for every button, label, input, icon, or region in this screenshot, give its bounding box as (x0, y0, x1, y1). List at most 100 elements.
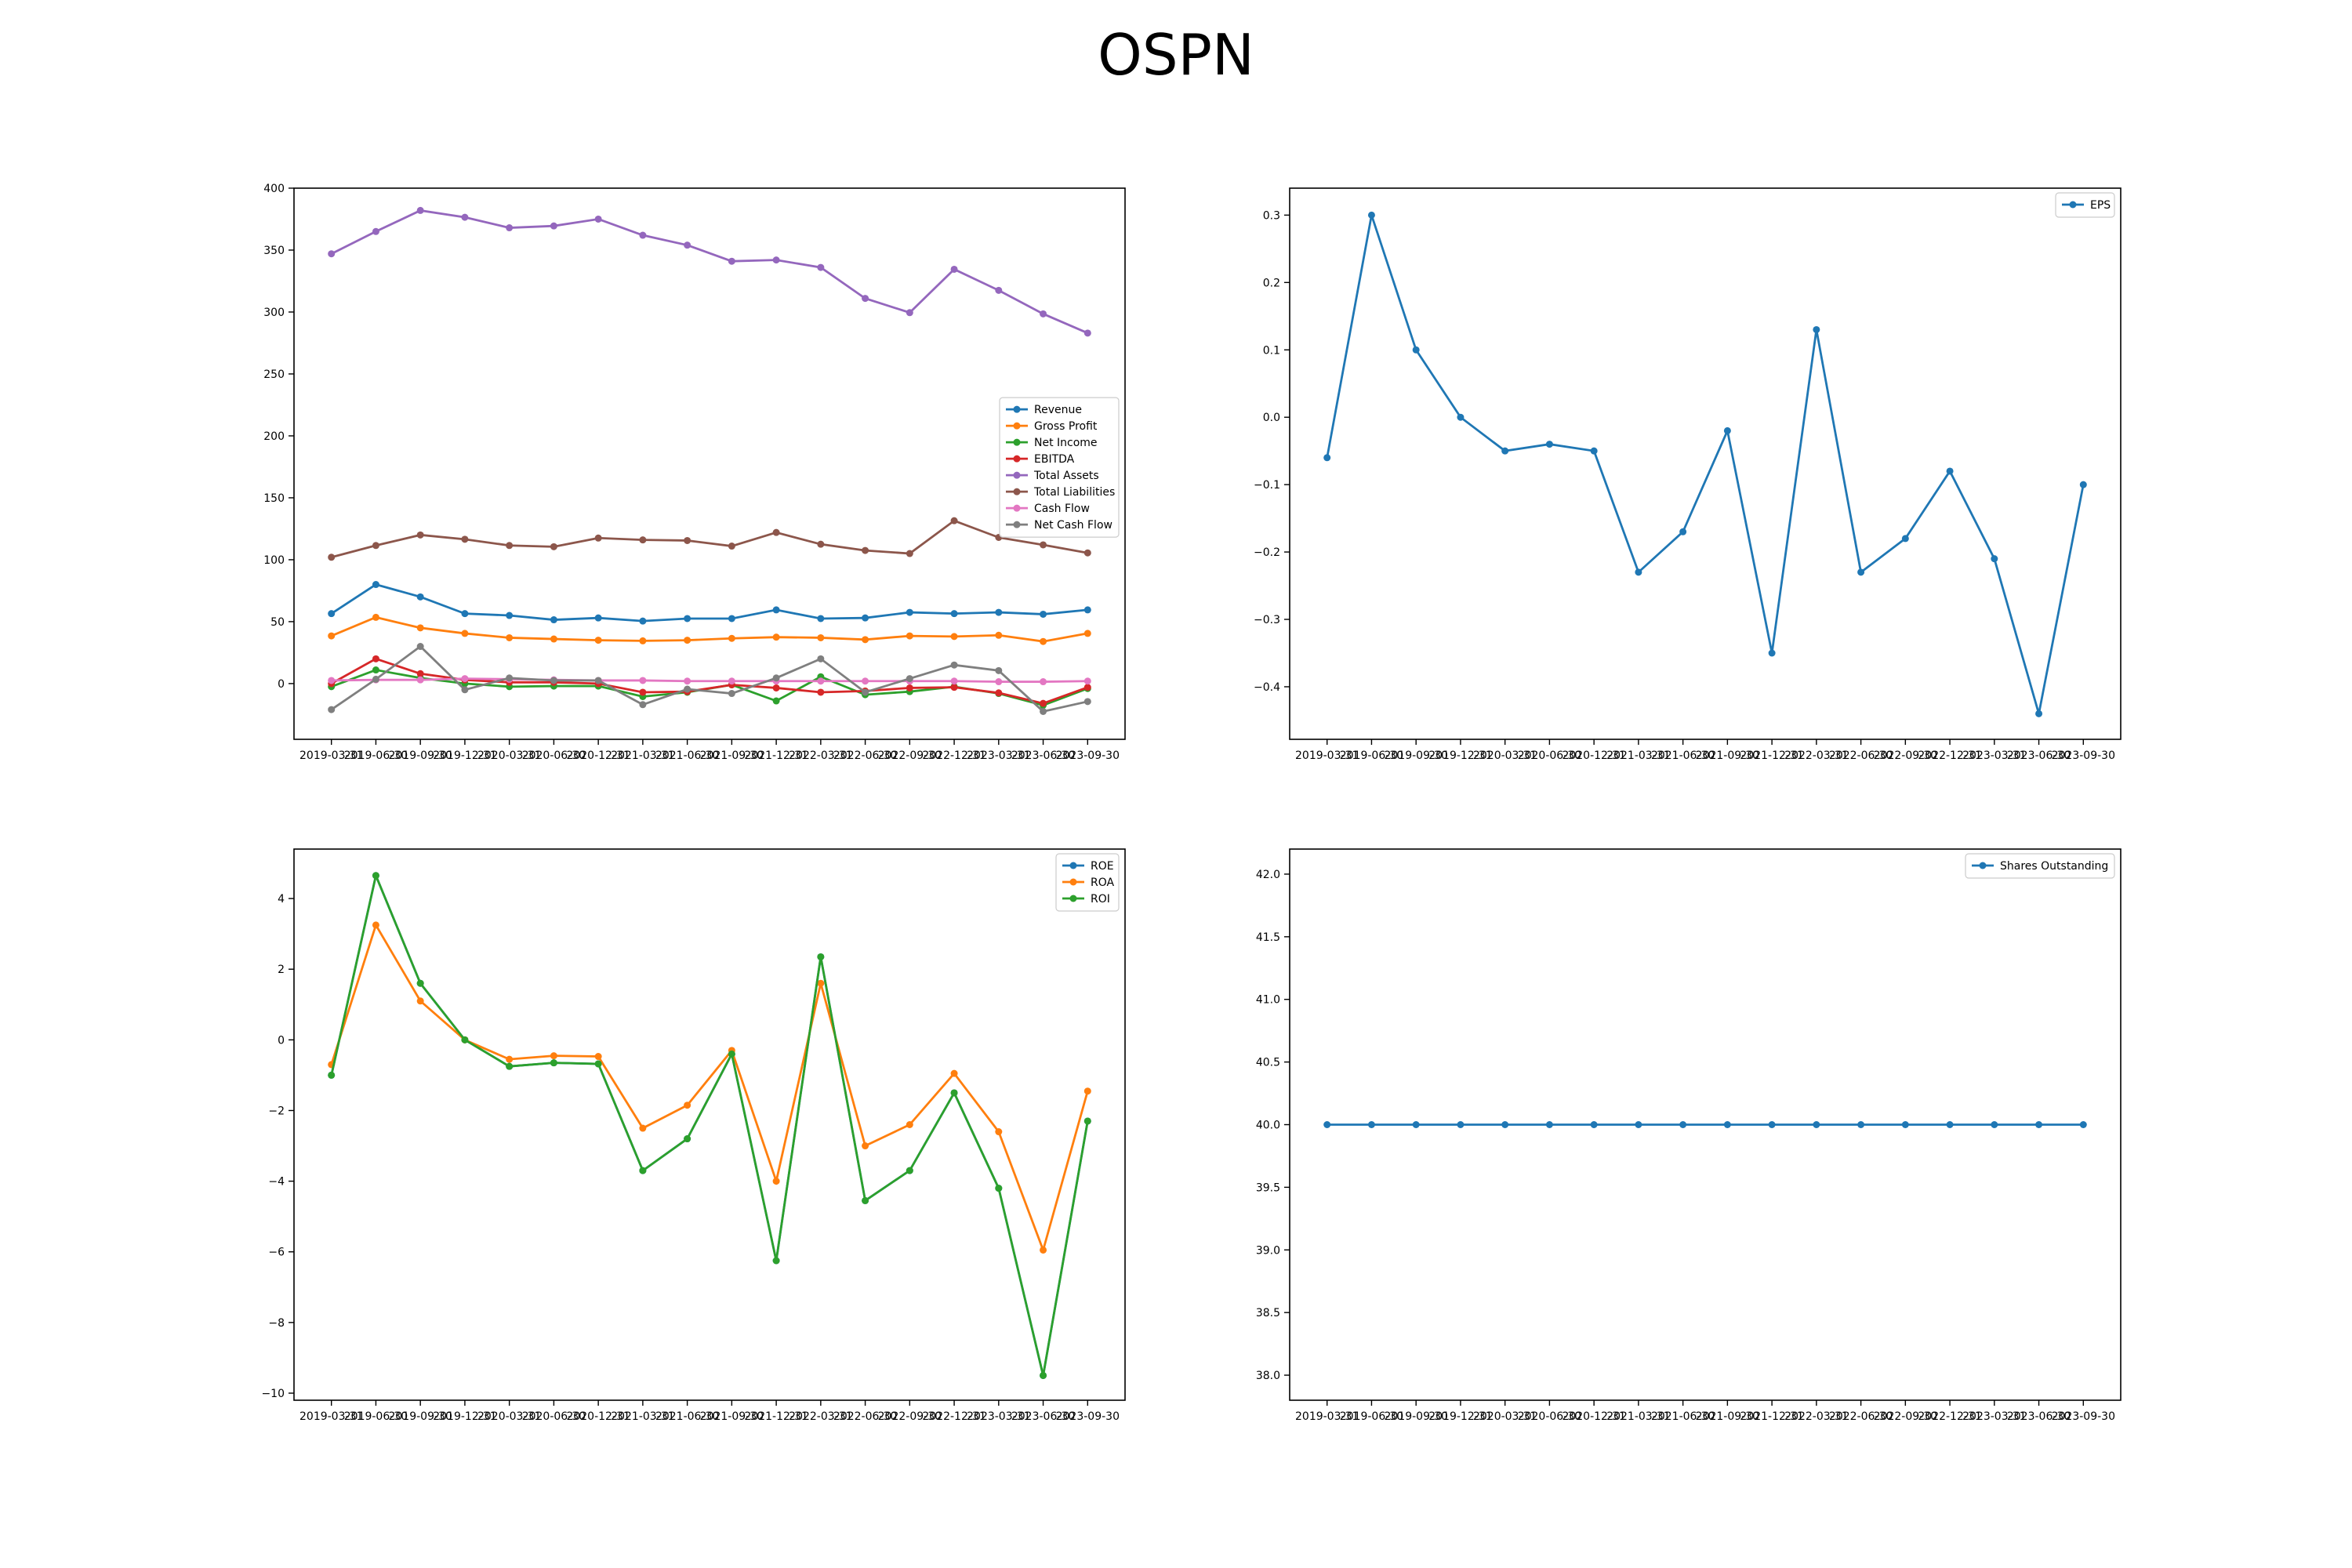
legend-swatch-marker (1069, 862, 1077, 869)
legend-entry: Net Income (1006, 437, 1098, 449)
x-tick-label: 2022-03-31 (1784, 1410, 1848, 1423)
data-point (1679, 528, 1687, 535)
data-point (372, 666, 379, 674)
y-tick-label: 41.0 (1256, 994, 1280, 1007)
data-point (2035, 1121, 2043, 1128)
data-point (817, 655, 825, 662)
data-point (594, 534, 602, 542)
data-point (817, 677, 825, 685)
x-tick-label: 2019-12-31 (1428, 750, 1492, 762)
legend-label: Shares Outstanding (2000, 860, 2108, 873)
x-tick-label: 2021-03-31 (611, 1410, 674, 1423)
x-tick-label: 2022-12-31 (1918, 750, 1981, 762)
data-point (1857, 568, 1865, 576)
data-point (2079, 1121, 2087, 1128)
data-point (1040, 610, 1047, 618)
x-tick-label: 2021-06-30 (655, 1410, 719, 1423)
data-point (1545, 1121, 1553, 1128)
x-tick-label: 2023-06-30 (1011, 750, 1075, 762)
y-tick-label: 2 (278, 964, 285, 976)
data-point (594, 614, 602, 622)
y-tick-label: 200 (263, 430, 285, 443)
data-point (862, 614, 869, 622)
legend-entry: Cash Flow (1006, 503, 1090, 515)
data-point (684, 677, 691, 685)
y-tick-label: 300 (263, 307, 285, 319)
data-point (772, 1257, 780, 1265)
data-point (506, 1055, 514, 1063)
data-point (1083, 1117, 1091, 1125)
data-point (594, 1053, 602, 1061)
legend-label: Total Liabilities (1033, 486, 1115, 499)
x-tick-label: 2020-06-30 (1518, 750, 1581, 762)
chart-panel-3: −10 −8 −6 −4 −2 0 2 4 2019-03-312019-06-302019-0… (261, 848, 1126, 1423)
data-point (817, 540, 825, 548)
data-point (639, 677, 647, 684)
y-tick-label: 41.5 (1256, 931, 1280, 944)
legend-swatch-marker (1013, 488, 1021, 495)
x-tick-label: 2021-06-30 (655, 750, 719, 762)
y-tick-label: 0 (278, 1034, 285, 1047)
legend-entry: ROA (1062, 877, 1115, 889)
data-point (1367, 1121, 1375, 1128)
data-point (1457, 1121, 1465, 1128)
data-point (372, 872, 379, 880)
x-tick-label: 2019-12-31 (433, 1410, 496, 1423)
data-point (728, 677, 735, 685)
data-point (1457, 413, 1465, 421)
data-point (1083, 329, 1091, 337)
data-point (639, 536, 647, 544)
data-point (550, 1059, 557, 1067)
data-point (772, 633, 780, 641)
data-point (416, 997, 424, 1005)
y-tick-label: 42.0 (1256, 869, 1280, 881)
data-point (906, 684, 913, 691)
data-point (1412, 1121, 1420, 1128)
data-point (772, 697, 780, 705)
chart-panel-2: −0.4−0.3−0.2−0.10.00.10.20.32019-03-3120… (1254, 187, 2122, 762)
data-point (416, 979, 424, 987)
data-point (772, 528, 780, 536)
y-tick-label: 250 (263, 368, 285, 381)
data-point (1040, 310, 1047, 318)
legend-label: Revenue (1034, 404, 1082, 416)
data-point (772, 674, 780, 682)
x-tick-label: 2022-03-31 (789, 750, 852, 762)
data-point (372, 921, 379, 929)
y-tick-label: 38.5 (1256, 1307, 1280, 1319)
data-point (372, 581, 379, 589)
data-point (1501, 447, 1509, 455)
x-tick-label: 2019-03-31 (1295, 1410, 1359, 1423)
data-point (461, 610, 469, 618)
series-line (331, 209, 1088, 335)
x-tick-label: 2020-03-31 (477, 750, 541, 762)
data-point (906, 550, 913, 557)
y-tick-label: 0 (278, 678, 285, 691)
data-point (372, 613, 379, 621)
chart-panel-1: 0501001502002503003504002019-03-312019-0… (263, 183, 1126, 762)
data-point (639, 701, 647, 709)
data-point (906, 1121, 913, 1128)
legend: Revenue Gross Profit Net Income EBITDA Total… (999, 397, 1120, 538)
data-point (639, 637, 647, 644)
y-tick-label: −4 (268, 1176, 285, 1189)
y-tick-label: 40.0 (1256, 1120, 1280, 1132)
legend: Shares Outstanding (1965, 853, 2115, 879)
legend-label: EBITDA (1034, 453, 1075, 466)
x-tick-label: 2022-09-30 (878, 750, 942, 762)
x-tick-label: 2019-12-31 (433, 750, 496, 762)
data-point (862, 677, 869, 685)
legend-label: Total Assets (1033, 470, 1099, 482)
legend-swatch-marker (1013, 455, 1021, 463)
data-point (1040, 1246, 1047, 1254)
data-point (1635, 568, 1642, 576)
data-point (1991, 1121, 1998, 1128)
legend-entry: EBITDA (1006, 453, 1075, 466)
data-point (372, 675, 379, 683)
series-shares-outstanding (1323, 1121, 2087, 1128)
x-tick-label: 2019-03-31 (1295, 750, 1359, 762)
legend-swatch-marker (1013, 521, 1021, 528)
legend-swatch-marker (1013, 405, 1021, 413)
data-point (1590, 1121, 1598, 1128)
data-point (639, 617, 647, 625)
